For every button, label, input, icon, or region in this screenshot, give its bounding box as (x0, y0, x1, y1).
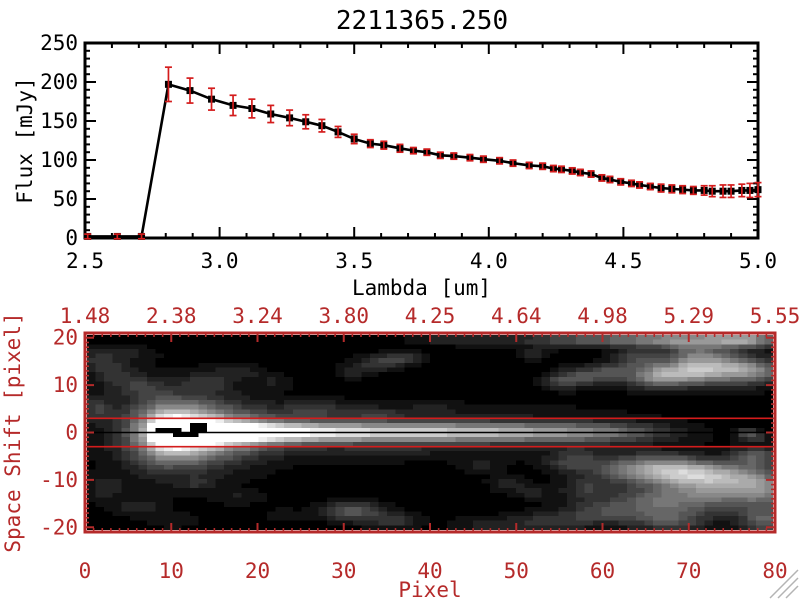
pixel-tick-label: 20 (245, 559, 270, 583)
y-tick-label: 50 (53, 187, 78, 211)
image-x-axis-label: Pixel (398, 578, 461, 600)
pixel-tick-label: 70 (676, 559, 701, 583)
wavelength-tick-label: 4.25 (405, 304, 456, 328)
wavelength-tick-label: 4.98 (577, 304, 628, 328)
shift-tick-label: 10 (53, 373, 78, 397)
x-tick-label: 4.5 (604, 249, 642, 273)
pixel-tick-label: 10 (159, 559, 184, 583)
spectrum-line (87, 82, 759, 238)
page-title: 2211365.250 (335, 6, 509, 36)
wavelength-tick-label: 3.80 (318, 304, 369, 328)
shift-tick-label: -10 (40, 468, 78, 492)
wavelength-tick-label: 2.38 (146, 304, 197, 328)
spectrum-frame (83, 41, 760, 240)
x-tick-label: 3.5 (335, 249, 373, 273)
pixel-tick-label: 60 (590, 559, 615, 583)
y-tick-label: 0 (65, 226, 78, 250)
y-tick-label: 250 (40, 31, 78, 55)
y-tick-label: 100 (40, 148, 78, 172)
resize-grip-icon[interactable] (769, 569, 799, 599)
shift-tick-label: 0 (65, 421, 78, 445)
shift-tick-label: 20 (53, 326, 78, 350)
pixel-tick-label: 50 (504, 559, 529, 583)
x-tick-label: 2.5 (66, 249, 104, 273)
x-tick-label: 4.0 (470, 249, 508, 273)
pixel-tick-label: 80 (762, 559, 787, 583)
x-tick-label: 3.0 (201, 249, 239, 273)
pixel-tick-label: 40 (417, 559, 442, 583)
image-y-axis-label: Space Shift [pixel] (1, 312, 25, 552)
resize-grip-icon[interactable] (777, 577, 799, 599)
wavelength-tick-label: 3.24 (232, 304, 283, 328)
x-axis-label: Lambda [um] (352, 276, 491, 300)
x-tick-label: 5.0 (739, 249, 777, 273)
pixel-tick-label: 0 (79, 559, 92, 583)
wavelength-tick-label: 5.29 (663, 304, 714, 328)
pixel-tick-label: 30 (331, 559, 356, 583)
y-axis-label: Flux [mJy] (13, 77, 37, 203)
wavelength-tick-label: 5.55 (750, 304, 800, 328)
y-tick-label: 150 (40, 109, 78, 133)
wavelength-tick-label: 4.64 (491, 304, 542, 328)
y-tick-label: 200 (40, 70, 78, 94)
wavelength-tick-label: 1.48 (60, 304, 111, 328)
resize-grip-icon[interactable] (785, 585, 799, 599)
shift-tick-label: -20 (40, 515, 78, 539)
